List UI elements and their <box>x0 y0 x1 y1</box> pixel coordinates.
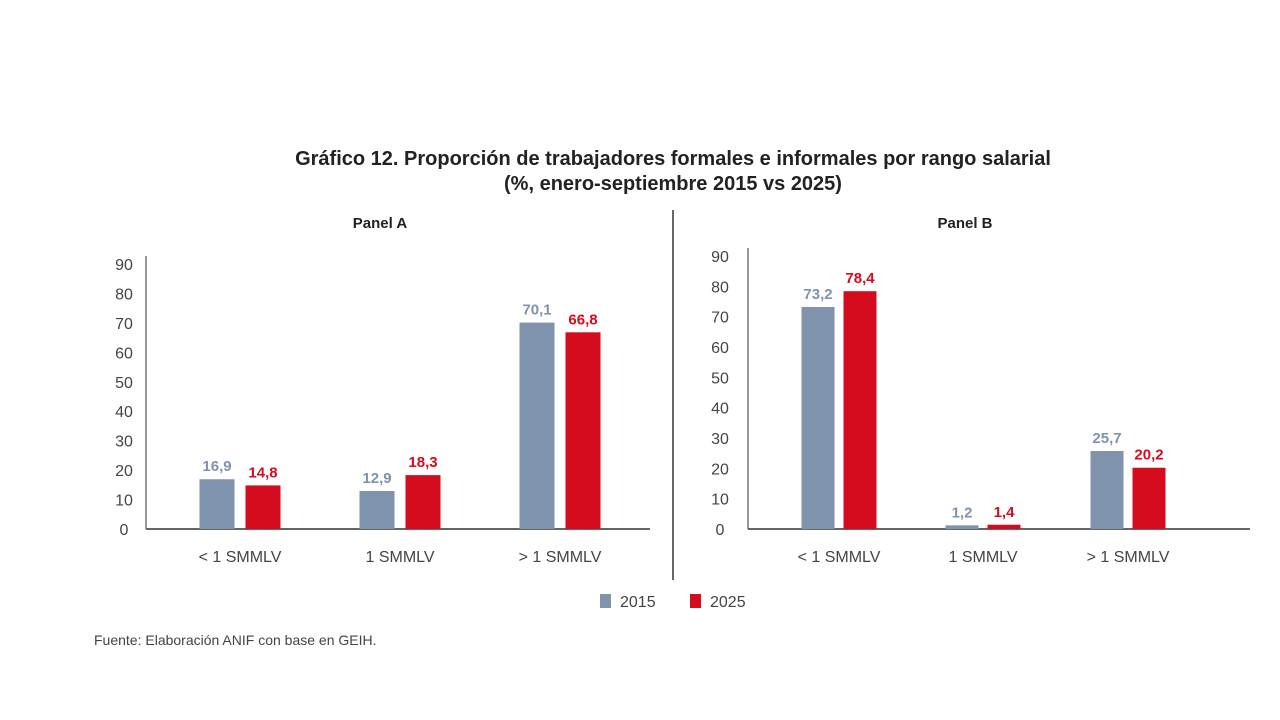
data-label-2015: 12,9 <box>362 470 391 487</box>
legend-label-2015: 2015 <box>620 594 656 611</box>
chart-title-line1: Gráfico 12. Proporción de trabajadores f… <box>295 148 1051 170</box>
data-label-2025: 1,4 <box>994 504 1016 521</box>
y-tick-label: 40 <box>115 404 133 421</box>
legend-swatch-2015 <box>600 594 611 608</box>
y-tick-label: 60 <box>711 340 729 357</box>
y-tick-label: 60 <box>115 345 133 362</box>
y-tick-label: 30 <box>115 434 133 451</box>
y-tick-label: 0 <box>716 522 725 539</box>
data-label-2015: 70,1 <box>522 302 551 319</box>
data-label-2015: 16,9 <box>202 458 231 475</box>
bar-2025 <box>987 524 1021 529</box>
x-tick-label: < 1 SMMLV <box>798 549 881 566</box>
x-tick-label: < 1 SMMLV <box>199 549 282 566</box>
panel-title: Panel B <box>937 215 992 232</box>
y-tick-label: 10 <box>711 492 729 509</box>
bar-2015 <box>945 525 979 529</box>
legend-swatch-2025 <box>690 594 701 608</box>
bar-2025 <box>1132 467 1166 529</box>
data-label-2025: 20,2 <box>1134 447 1163 464</box>
bar-2015 <box>519 322 555 529</box>
chart-title-line2: (%, enero-septiembre 2015 vs 2025) <box>504 173 842 195</box>
y-tick-label: 20 <box>115 463 133 480</box>
y-tick-label: 80 <box>115 286 133 303</box>
data-label-2015: 25,7 <box>1092 430 1121 447</box>
bar-2015 <box>1090 451 1124 529</box>
legend-label-2025: 2025 <box>710 594 746 611</box>
y-tick-label: 70 <box>711 310 729 327</box>
panel-a: Panel A 0 10 20 30 40 50 60 70 80 90 < 1 SMMLV 16,9 1… <box>115 215 650 566</box>
y-tick-label: 40 <box>711 401 729 418</box>
bar-2015 <box>199 479 235 529</box>
data-label-2025: 78,4 <box>845 270 875 287</box>
data-label-2025: 66,8 <box>568 311 597 328</box>
bar-2015 <box>801 306 835 529</box>
data-label-2025: 14,8 <box>248 464 277 481</box>
y-tick-label: 70 <box>115 316 133 333</box>
x-tick-label: 1 SMMLV <box>948 549 1017 566</box>
x-tick-label: > 1 SMMLV <box>1087 549 1170 566</box>
panel-b: Panel B 0 10 20 30 40 50 60 70 80 90 < 1 SMMLV 73,2 7… <box>711 215 1250 566</box>
y-tick-label: 50 <box>115 375 133 392</box>
data-label-2015: 1,2 <box>952 504 973 521</box>
bar-2025 <box>843 291 877 529</box>
data-label-2025: 18,3 <box>408 454 437 471</box>
y-tick-label: 90 <box>711 249 729 266</box>
bar-2025 <box>565 332 601 529</box>
x-tick-label: 1 SMMLV <box>365 549 434 566</box>
bar-2025 <box>245 485 281 529</box>
bar-2025 <box>405 475 441 529</box>
y-tick-label: 80 <box>711 279 729 296</box>
y-tick-label: 50 <box>711 370 729 387</box>
y-tick-label: 0 <box>120 522 129 539</box>
y-tick-label: 20 <box>711 461 729 478</box>
y-tick-label: 30 <box>711 431 729 448</box>
x-tick-label: > 1 SMMLV <box>519 549 602 566</box>
source-note: Fuente: Elaboración ANIF con base en GEI… <box>94 632 377 648</box>
y-tick-label: 10 <box>115 493 133 510</box>
panel-title: Panel A <box>353 215 408 232</box>
data-label-2015: 73,2 <box>803 286 832 303</box>
y-tick-label: 90 <box>115 257 133 274</box>
bar-2015 <box>359 491 395 529</box>
